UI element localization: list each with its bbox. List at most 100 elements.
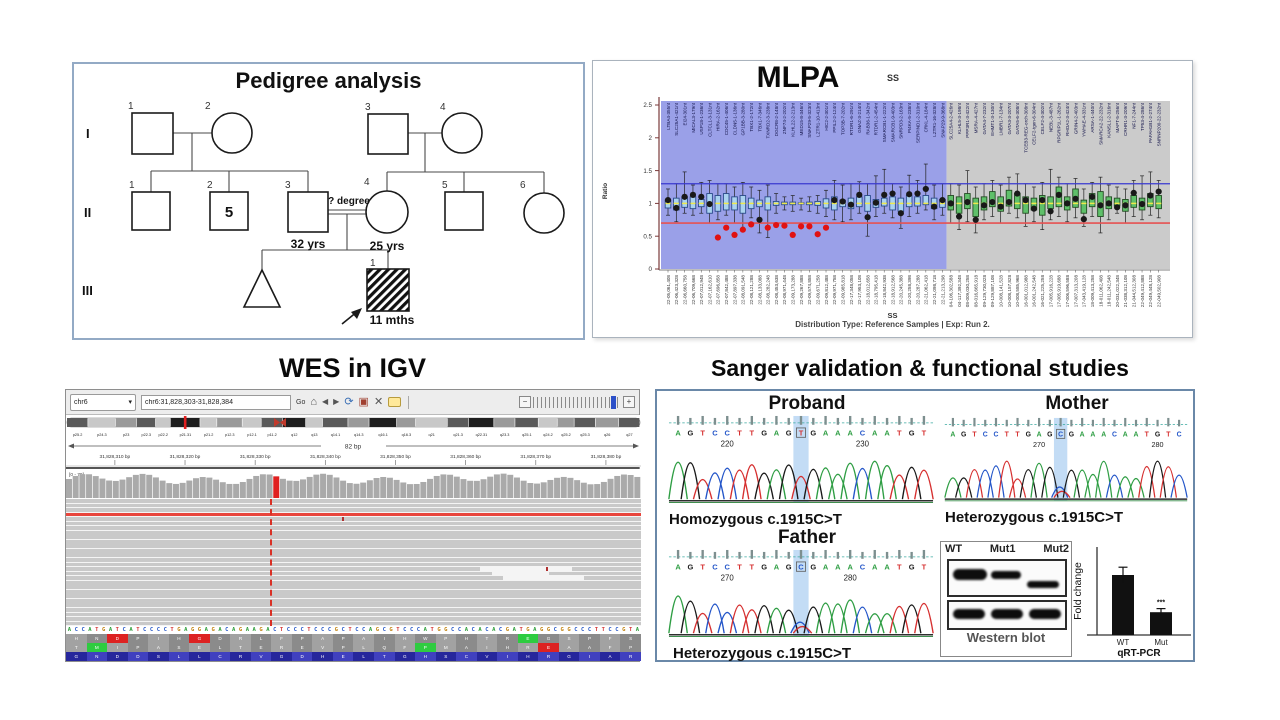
- svg-text:q22.31: q22.31: [476, 433, 488, 437]
- svg-text:SMARCB1-1-222nt: SMARCB1-1-222nt: [882, 102, 887, 142]
- read-gap: [503, 576, 584, 580]
- forward-icon[interactable]: ▶: [333, 397, 340, 406]
- amino-acid-cell: P: [579, 634, 600, 643]
- svg-text:q26: q26: [604, 433, 610, 437]
- father-zygosity-label: Heterozygous c.1915C>T: [673, 645, 851, 662]
- svg-text:LMBR1-7-134nt: LMBR1-7-134nt: [998, 102, 1003, 135]
- father-header: Father: [777, 527, 837, 548]
- svg-text:T: T: [922, 429, 927, 438]
- amino-acid-cell: E: [291, 643, 313, 652]
- sequence-base: C: [81, 627, 85, 633]
- svg-text:C: C: [1058, 432, 1063, 439]
- amino-acid-cell: H: [312, 652, 333, 661]
- loading-band-1: [953, 609, 985, 619]
- mlpa-footer-sample: SS: [887, 311, 898, 320]
- sequence-base: A: [533, 627, 537, 633]
- close-icon[interactable]: ✕: [373, 395, 384, 408]
- svg-text:I: I: [86, 126, 90, 141]
- svg-text:22-049,448,128: 22-049,448,128: [1148, 275, 1153, 308]
- sequence-base: C: [498, 627, 503, 633]
- svg-text:22-07,012,948: 22-07,012,948: [699, 275, 704, 305]
- sequence-base: T: [594, 627, 599, 633]
- sequence-base: C: [122, 627, 126, 633]
- home-icon[interactable]: ⌂: [310, 395, 317, 408]
- mother-header: Mother: [1045, 393, 1109, 414]
- sequence-base: T: [136, 627, 140, 633]
- svg-text:1: 1: [370, 258, 376, 269]
- svg-text:08-016,665,918: 08-016,665,918: [974, 275, 979, 308]
- svg-text:C: C: [798, 563, 804, 572]
- lane-label-mut2: Mut2: [1043, 543, 1069, 555]
- sequence-base: T: [279, 627, 284, 633]
- amino-acid-cell: Q: [373, 643, 395, 652]
- sequence-base: C: [300, 627, 304, 633]
- amino-acid-cell: A: [579, 643, 600, 652]
- svg-text:Mut: Mut: [1154, 638, 1168, 647]
- zoom-out-icon[interactable]: −: [519, 396, 531, 408]
- sequence-base: G: [238, 627, 243, 633]
- zoom-handle[interactable]: [611, 395, 616, 409]
- go-button[interactable]: Go: [296, 398, 306, 406]
- svg-text:G: G: [1047, 432, 1053, 439]
- svg-text:G: G: [961, 432, 967, 439]
- individual-II-6: [523, 192, 565, 234]
- comment-bubble-icon[interactable]: [388, 397, 402, 407]
- svg-text:***: ***: [1157, 600, 1165, 607]
- svg-text:A: A: [1134, 432, 1139, 439]
- zoom-track[interactable]: [533, 395, 621, 409]
- chromosome-select[interactable]: chr6 ▾: [70, 393, 136, 411]
- sequence-base: G: [539, 627, 544, 633]
- svg-text:22-09,671,258: 22-09,671,258: [816, 275, 821, 305]
- svg-text:T: T: [700, 429, 705, 438]
- refresh-icon[interactable]: ⟳: [344, 395, 354, 408]
- svg-text:22-07,162,610: 22-07,162,610: [707, 275, 712, 305]
- amino-acid-cell: V: [250, 652, 272, 661]
- svg-text:22-21,062,418: 22-21,062,418: [924, 275, 929, 305]
- svg-text:22-09,812,488: 22-09,812,488: [824, 275, 829, 305]
- svg-text:CLTCL1-3-131nt: CLTCL1-3-131nt: [707, 102, 712, 137]
- sequence-base: G: [560, 627, 564, 633]
- svg-text:q16.3: q16.3: [402, 433, 412, 437]
- sequence-base: C: [574, 627, 578, 633]
- sequence-base: A: [368, 627, 373, 633]
- svg-text:G: G: [786, 429, 792, 438]
- amino-acid-cell: G: [189, 634, 210, 643]
- svg-text:20-031,022,348: 20-031,022,348: [1115, 275, 1120, 308]
- sequence-base: C: [355, 627, 359, 633]
- zoom-in-icon[interactable]: +: [623, 396, 635, 408]
- amino-acid-cell: P: [435, 634, 457, 643]
- svg-text:22-18,912,568: 22-18,912,568: [890, 275, 895, 305]
- read-row: [66, 607, 641, 612]
- sequence-base: A: [512, 627, 516, 633]
- read-row: [66, 571, 641, 576]
- read-row: [66, 589, 641, 594]
- locus-input[interactable]: [141, 394, 291, 410]
- region-tool-icon[interactable]: ▣: [358, 395, 369, 408]
- read-row: [66, 612, 641, 617]
- sequence-base: C: [587, 627, 592, 633]
- svg-text:LZTR1-10-413nt: LZTR1-10-413nt: [816, 102, 821, 136]
- svg-text:10-008,585,968: 10-008,585,968: [1015, 275, 1020, 308]
- individual-I-2: [211, 112, 253, 154]
- amino-acid-cell: R: [620, 652, 641, 661]
- zoom-slider[interactable]: − +: [519, 395, 635, 409]
- band-mut2-truncated: [1027, 581, 1059, 588]
- read-row: [66, 512, 641, 517]
- svg-text:A: A: [823, 429, 829, 438]
- sequence-base: C: [341, 627, 345, 633]
- amino-acid-cell: H: [456, 634, 477, 643]
- read-row: [66, 508, 641, 512]
- pedigree-text-labels: I II III 5 ? degree 32 yrs 25 yrs 11 mth…: [82, 126, 415, 327]
- svg-text:T: T: [1166, 432, 1171, 439]
- svg-text:p22.3: p22.3: [142, 433, 152, 437]
- individual-III-miscarriage: [242, 268, 282, 308]
- western-blot-lanes: WT Mut1 Mut2: [945, 543, 1069, 555]
- svg-text:MICAL3-179nt: MICAL3-179nt: [691, 102, 696, 132]
- svg-text:A: A: [774, 563, 780, 572]
- svg-text:280: 280: [1152, 440, 1164, 449]
- back-icon[interactable]: ◀: [322, 397, 329, 406]
- svg-text:31,828,310 bp: 31,828,310 bp: [100, 454, 131, 460]
